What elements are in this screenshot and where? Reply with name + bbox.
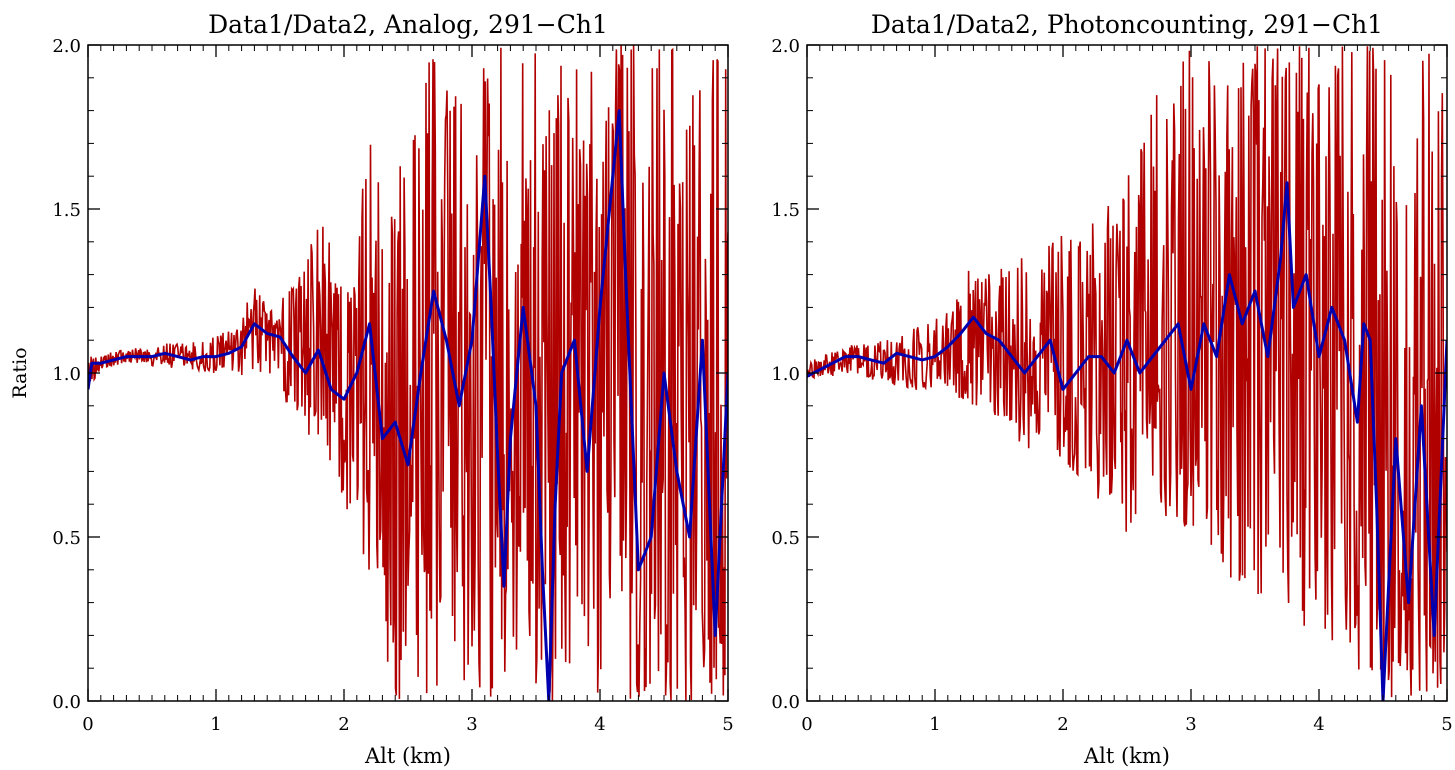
plot-area bbox=[88, 45, 728, 701]
y-tick-label: 0.5 bbox=[52, 528, 81, 549]
x-tick-label: 3 bbox=[466, 714, 477, 735]
y-tick-label: 2.0 bbox=[52, 36, 81, 57]
chart-title: Data1/Data2, Analog, 291−Ch1 bbox=[208, 10, 608, 39]
x-tick-label: 1 bbox=[929, 714, 940, 735]
x-tick-label: 2 bbox=[338, 714, 349, 735]
y-tick-label: 1.5 bbox=[52, 200, 81, 221]
x-tick-label: 2 bbox=[1057, 714, 1068, 735]
x-tick-label: 0 bbox=[82, 714, 93, 735]
x-tick-label: 5 bbox=[1441, 714, 1452, 735]
axis-ticks: 0 1 2 3 4 5 0.0 0.5 1.0 1.5 2.0 bbox=[52, 36, 733, 735]
y-tick-label: 1.0 bbox=[52, 364, 81, 385]
x-tick-label: 4 bbox=[1313, 714, 1324, 735]
x-tick-label: 1 bbox=[210, 714, 221, 735]
x-tick-label: 3 bbox=[1185, 714, 1196, 735]
raw-series-line bbox=[807, 46, 1447, 698]
x-tick-label: 0 bbox=[801, 714, 812, 735]
plot-area bbox=[807, 46, 1447, 701]
raw-series bbox=[807, 46, 1447, 698]
chart-panel-analog: Data1/Data2, Analog, 291−Ch1 0 1 2 3 4 5 0.0 0.… bbox=[9, 10, 734, 768]
y-axis-label: Ratio bbox=[9, 347, 31, 398]
y-tick-label: 1.5 bbox=[771, 200, 800, 221]
raw-series-line bbox=[88, 45, 728, 701]
smoothed-series-line bbox=[807, 181, 1447, 701]
y-tick-label: 2.0 bbox=[771, 36, 800, 57]
chart-panel-photoncounting: Data1/Data2, Photoncounting, 291−Ch1 0 1 2… bbox=[771, 10, 1452, 768]
raw-series bbox=[88, 45, 728, 701]
chart-title: Data1/Data2, Photoncounting, 291−Ch1 bbox=[871, 10, 1383, 39]
smoothed-series-line bbox=[88, 109, 728, 701]
y-tick-label: 0.5 bbox=[771, 528, 800, 549]
x-tick-label: 5 bbox=[722, 714, 733, 735]
y-tick-label: 0.0 bbox=[771, 692, 800, 713]
axis-ticks: 0 1 2 3 4 5 0.0 0.5 1.0 1.5 2.0 bbox=[771, 36, 1452, 735]
x-axis-label: Alt (km) bbox=[1083, 744, 1170, 768]
x-tick-label: 4 bbox=[594, 714, 605, 735]
y-tick-label: 1.0 bbox=[771, 364, 800, 385]
y-tick-label: 0.0 bbox=[52, 692, 81, 713]
x-axis-label: Alt (km) bbox=[364, 744, 451, 768]
